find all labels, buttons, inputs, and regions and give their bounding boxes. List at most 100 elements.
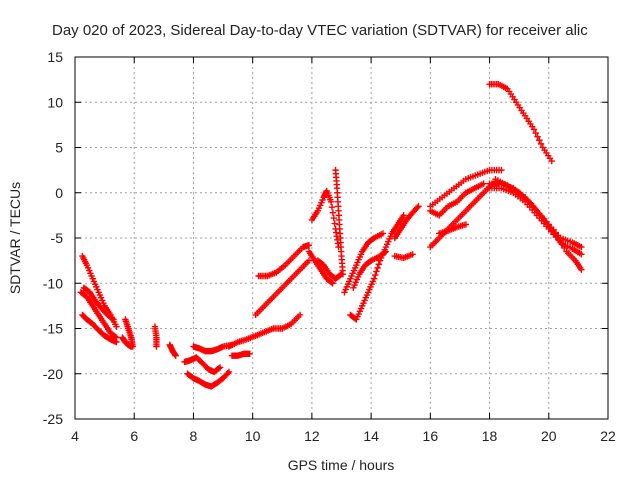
y-tick-label: -25 — [43, 411, 63, 427]
data-point — [480, 180, 487, 187]
data-point — [578, 243, 585, 251]
series-arc-n — [255, 242, 313, 280]
data-point — [548, 157, 555, 165]
data-point — [329, 280, 336, 287]
series-arc-y — [427, 166, 505, 210]
x-tick-label: 6 — [130, 428, 138, 444]
data-point — [172, 352, 179, 359]
data-point — [537, 140, 545, 148]
series-arc-l — [228, 350, 253, 359]
data-layer — [77, 80, 585, 390]
tick-layer: 4 6 8 10 12 14 16 18 20 22 -25 -20 -15 -10 -5 0 5 10 15 — [43, 49, 616, 444]
series-arc-ae — [486, 185, 585, 258]
series-arc-t — [341, 230, 387, 296]
data-point — [560, 244, 568, 252]
data-point — [373, 268, 380, 275]
series-arc-f — [119, 334, 135, 350]
data-point — [331, 220, 338, 227]
x-tick-label: 16 — [423, 428, 439, 444]
data-point — [381, 249, 388, 256]
data-point — [400, 212, 407, 219]
series-arc-h — [181, 354, 224, 376]
data-point — [337, 271, 344, 279]
y-tick-label: 15 — [47, 49, 63, 65]
data-point — [462, 221, 470, 228]
data-point — [296, 311, 304, 319]
x-tick-label: 22 — [600, 428, 616, 444]
data-point — [414, 204, 421, 211]
series-arc-p — [308, 187, 342, 251]
x-tick-label: 8 — [190, 428, 198, 444]
data-point — [578, 251, 585, 258]
data-point — [532, 129, 539, 137]
y-tick-label: -10 — [43, 275, 63, 291]
series-arc-ad — [492, 175, 585, 273]
series-arc-i — [184, 368, 233, 390]
series-arc-u — [350, 248, 390, 291]
series-arc-ab — [486, 80, 555, 165]
series-arc-r — [314, 257, 345, 282]
chart-title: Day 020 of 2023, Sidereal Day-to-day VTE… — [52, 22, 588, 39]
x-tick-label: 4 — [71, 428, 79, 444]
series-arc-b — [77, 289, 120, 341]
data-point — [409, 251, 416, 258]
data-point — [536, 137, 543, 144]
y-tick-label: 10 — [47, 94, 63, 110]
data-point — [109, 315, 116, 322]
data-point — [225, 368, 233, 376]
data-point — [224, 370, 231, 377]
y-tick-label: -5 — [51, 230, 64, 246]
data-point — [215, 365, 223, 372]
data-point — [379, 230, 387, 237]
data-point — [375, 261, 383, 268]
series-arc-z — [427, 180, 487, 219]
data-point — [534, 133, 541, 140]
data-point — [551, 230, 558, 237]
series-arc-j — [190, 341, 236, 355]
series-arc-m — [252, 257, 313, 319]
series-arc-w — [391, 251, 416, 262]
data-point — [305, 242, 313, 249]
series-arc-d — [80, 284, 117, 323]
series-isolated — [151, 323, 160, 350]
x-tick-label: 10 — [245, 428, 261, 444]
series-arc-q — [332, 166, 347, 278]
series-arc-aa — [436, 221, 470, 237]
series-arc-g — [166, 341, 179, 359]
data-point — [374, 264, 381, 272]
data-point — [328, 204, 336, 211]
data-point — [216, 364, 224, 371]
y-tick-label: -15 — [43, 321, 63, 337]
x-tick-label: 14 — [363, 428, 379, 444]
data-point — [128, 343, 135, 350]
y-tick-label: -20 — [43, 366, 63, 382]
data-point — [372, 271, 379, 279]
data-point — [415, 203, 422, 210]
y-axis-label: SDTVAR / TECUs — [7, 182, 23, 294]
x-tick-label: 20 — [541, 428, 557, 444]
data-point — [246, 350, 253, 358]
data-point — [329, 209, 337, 216]
x-tick-label: 18 — [482, 428, 498, 444]
data-point — [328, 279, 335, 286]
data-point — [338, 271, 345, 278]
series-arc-c — [79, 311, 120, 346]
data-point — [530, 126, 538, 133]
data-point — [110, 316, 117, 323]
data-point — [330, 214, 338, 222]
data-point — [113, 338, 120, 346]
series-arc-s — [347, 212, 407, 323]
y-tick-label: 5 — [55, 140, 63, 156]
data-point — [382, 248, 390, 255]
x-axis-label: GPS time / hours — [288, 457, 395, 473]
data-point — [578, 266, 585, 273]
data-point — [370, 275, 378, 282]
data-point — [327, 198, 335, 205]
series-arc-k — [225, 311, 304, 350]
series-arc-v — [391, 203, 422, 242]
data-point — [153, 343, 160, 350]
data-point — [498, 166, 505, 174]
